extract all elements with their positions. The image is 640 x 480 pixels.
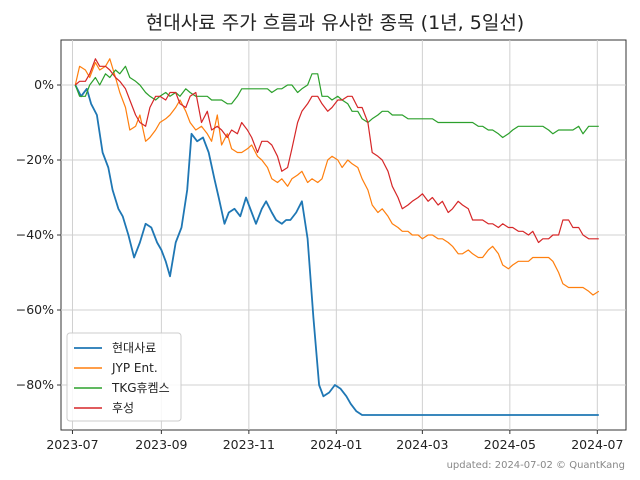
y-tick-label: −40%: [16, 227, 54, 242]
x-tick-label: 2024-01: [310, 437, 362, 452]
chart-title: 현대사료 주가 흐름과 유사한 종목 (1년, 5일선): [146, 12, 524, 34]
y-tick-label: −60%: [16, 302, 54, 317]
legend-label: 현대사료: [112, 341, 156, 355]
y-tick-label: −20%: [16, 152, 54, 167]
series-line-1: [74, 58, 600, 296]
x-axis-ticks: 2023-07 2023-09 2023-11 2024-01 2024-03 2024-…: [46, 430, 623, 452]
series-line-0: [74, 84, 599, 416]
updated-footer: updated: 2024-07-02 © QuantKang: [447, 460, 625, 471]
x-tick-label: 2023-07: [46, 437, 98, 452]
series-lines: [74, 58, 600, 416]
legend-label: JYP Ent.: [111, 361, 158, 375]
legend-label: 후성: [112, 401, 134, 415]
legend-box: [66, 332, 182, 422]
x-tick-label: 2024-03: [396, 437, 448, 452]
x-tick-label: 2023-09: [135, 437, 187, 452]
series-line-2: [74, 65, 599, 139]
x-tick-label: 2024-05: [484, 437, 536, 452]
series-line-3: [74, 58, 599, 244]
y-tick-label: −80%: [16, 377, 54, 392]
y-tick-label: 0%: [34, 77, 54, 92]
y-axis-ticks: 0% −20% −40% −60% −80%: [16, 77, 61, 392]
x-tick-label: 2023-11: [223, 437, 275, 452]
legend-label: TKG휴켐스: [111, 381, 170, 395]
x-tick-label: 2024-07: [571, 437, 623, 452]
